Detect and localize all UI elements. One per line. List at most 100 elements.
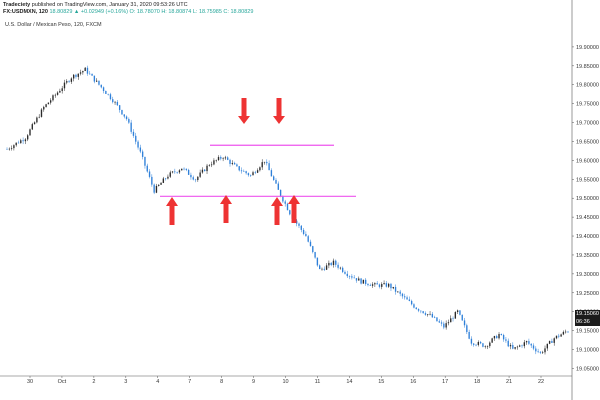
candle-body [84,67,86,72]
candle-body [484,346,486,347]
candle-body [525,341,528,343]
y-tick-label: 19.25000 [576,291,599,297]
candle-body [542,352,544,353]
y-tick-label: 19.45000 [576,215,599,221]
candle-body [475,344,477,346]
candle-body [360,278,362,284]
candle-body [539,351,542,353]
down-arrow-icon [273,98,285,124]
candle-body [8,148,10,150]
x-tick-label: 2 [92,379,95,385]
up-arrow-icon [288,195,300,223]
candle-body [498,334,500,339]
candle-body [289,210,291,215]
chart-title: U.S. Dollar / Mexican Peso, 120, FXCM [5,22,102,28]
candle-body [178,170,181,173]
candle-body [387,283,390,287]
candle-body [452,318,454,319]
candle-body [406,297,408,300]
candle-body [443,323,445,328]
candle-body [86,67,89,74]
candle-body [544,348,546,353]
candle-body [307,236,309,242]
candle-body [459,310,461,315]
candle-body [220,157,222,159]
candle-body [374,283,376,285]
candle-body [240,170,243,172]
candle-body [532,345,535,349]
candle-body [344,271,346,274]
x-tick-label: 21 [506,379,512,385]
candle-body [341,267,344,272]
x-tick-label: 10 [282,379,288,385]
candle-body [381,284,383,287]
candle-body [440,322,443,324]
candle-body [367,283,369,286]
candle-body [509,345,512,347]
candle-body [335,260,337,265]
y-tick-label: 19.50000 [576,196,599,202]
candle-body [330,262,332,266]
publisher-name[interactable]: Tradeciety [3,2,31,8]
candle-body [325,265,328,270]
candle-body [169,172,171,177]
ohlc-values: O: 18.78070 H: 18.80874 L: 18.75985 C: 1… [129,9,254,15]
up-arrow-icon [220,195,232,223]
candle-body [29,129,31,136]
candle-body [456,310,459,313]
candle-body [558,335,560,337]
candle-body [323,268,325,270]
x-tick-label: 4 [156,379,159,385]
y-tick-label: 19.05000 [576,366,599,372]
candle-body [213,160,215,165]
candle-body [390,283,392,289]
candle-body [523,342,526,347]
y-tick-label: 19.55000 [576,177,599,183]
candle-body [89,73,91,75]
candle-body [417,309,420,311]
candle-body [155,185,158,193]
candle-body [364,279,367,284]
candle-body [247,173,250,176]
candle-body [45,104,47,107]
candle-body [298,223,300,226]
candle-body [49,100,52,103]
candle-body [148,171,151,177]
candle-body [31,124,33,130]
candle-body [353,277,355,279]
candle-body [181,168,183,171]
candle-body [47,102,50,105]
candle-body [466,325,468,332]
candle-body [183,168,185,170]
candle-body [43,106,45,110]
candle-body [505,339,507,341]
candle-body [238,166,240,171]
candle-body [408,299,411,301]
candle-body [201,169,204,173]
candle-body [530,343,532,346]
candle-body [339,267,342,269]
candle-body [77,73,79,77]
candle-body [227,157,229,160]
candle-body [493,336,496,339]
candle-body [555,335,558,339]
candle-body [24,139,27,142]
candle-body [553,338,555,343]
candle-body [208,165,211,166]
y-tick-label: 19.30000 [576,272,599,278]
candle-body [36,117,38,123]
candle-body [153,184,155,193]
candle-body [141,151,144,157]
candle-body [38,116,40,118]
candle-body [22,140,24,142]
up-arrow-icon [271,197,283,225]
candle-body [314,252,316,258]
candle-body [551,341,553,343]
x-tick-label: 15 [378,379,384,385]
x-tick-label: 17 [442,379,448,385]
candle-body [316,257,319,266]
candle-body [548,341,551,344]
candle-body [164,178,167,180]
candle-body [266,161,268,164]
